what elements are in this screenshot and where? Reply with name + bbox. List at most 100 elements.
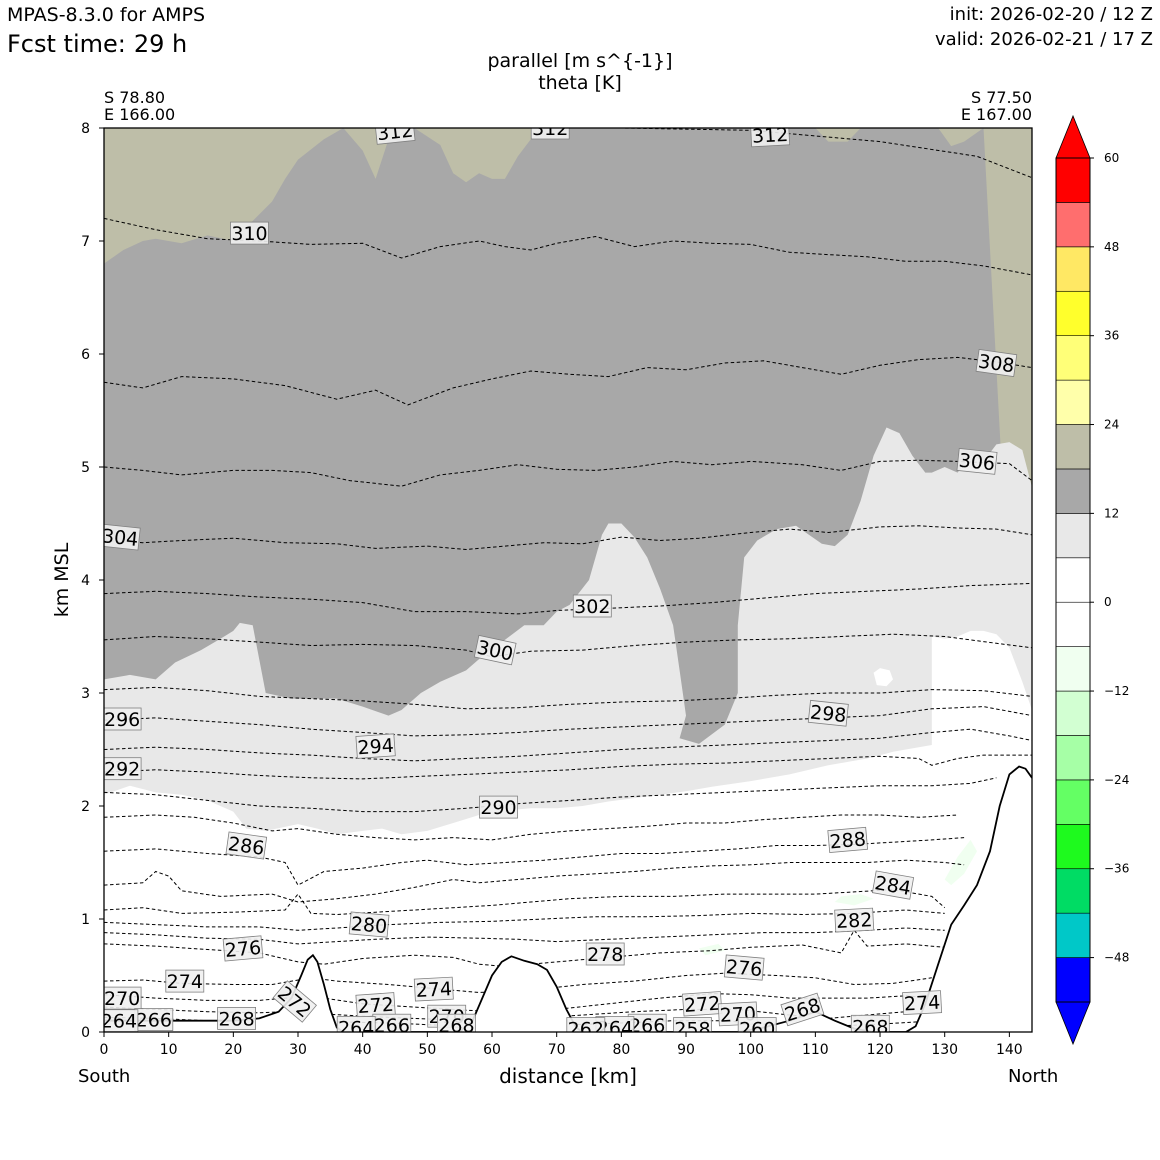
- init-time: init: 2026-02-20 / 12 Z: [949, 4, 1153, 25]
- colorbar-segment: [1055, 513, 1091, 559]
- theta-label-text: 274: [903, 992, 940, 1016]
- colorbar-tick-label: 60: [1104, 151, 1119, 165]
- colorbar-segment: [1055, 468, 1091, 514]
- theta-label-text: 264: [338, 1018, 374, 1040]
- theta-label-text: 312: [751, 124, 788, 148]
- south-label: South: [78, 1066, 131, 1087]
- theta-contour-292: [104, 754, 1032, 780]
- theta-label-text: 264: [597, 1018, 633, 1040]
- theta-label-box: [807, 699, 849, 727]
- colorbar-tick-label: 36: [1104, 329, 1119, 343]
- theta-label-text: 260: [739, 1019, 775, 1041]
- colorbar-segment: [1055, 290, 1091, 336]
- forecast-time-label: Fcst time:: [7, 30, 126, 58]
- theta-label-box: [682, 991, 723, 1017]
- theta-label-text: 264: [101, 1011, 137, 1033]
- theta-label-text: 302: [574, 596, 610, 618]
- theta-label-box: [956, 448, 998, 475]
- theta-label-text: 266: [629, 1015, 665, 1037]
- x-tick-label: 70: [548, 1042, 566, 1058]
- chart-title: parallel [m s^{-1}]: [487, 50, 673, 72]
- colorbar-extend-low: [1055, 1001, 1091, 1046]
- y-tick-label: 7: [81, 234, 90, 250]
- theta-label-text: 262: [568, 1019, 604, 1041]
- theta-label-294-11: 294: [355, 733, 396, 759]
- colorbar-segment: [1055, 157, 1091, 203]
- theta-label-text: 276: [224, 937, 262, 962]
- x-tick-label: 30: [289, 1042, 307, 1058]
- theta-contour-306: [104, 459, 1032, 487]
- theta-label-278-19: 278: [585, 942, 625, 966]
- theta-label-266-36: 266: [372, 1013, 412, 1037]
- theta-label-box: [413, 976, 454, 1002]
- theta-label-box: [530, 128, 570, 140]
- colorbar-tick-label: 0: [1104, 595, 1112, 609]
- theta-label-text: 280: [350, 913, 388, 938]
- x-tick-label: 50: [418, 1042, 436, 1058]
- colorbar: 60 48 36 24 12 0 −12 −24 −36 −48: [1055, 114, 1129, 1046]
- chart-subtitle: theta [K]: [538, 72, 622, 94]
- theta-label-274-22: 274: [165, 969, 205, 993]
- theta-label-312-0: 312: [374, 128, 416, 145]
- theta-label-text: 290: [480, 797, 516, 819]
- theta-label-292-12: 292: [104, 757, 142, 781]
- y-tick-label: 1: [81, 912, 90, 928]
- colorbar-frame: [1055, 157, 1091, 1003]
- theta-contour-304: [104, 525, 1032, 551]
- x-tick-label: 130: [931, 1042, 958, 1058]
- colorbar-segment: [1055, 557, 1091, 603]
- theta-label-268-32: 268: [436, 1013, 476, 1032]
- theta-label-text: 312: [532, 118, 568, 140]
- theta-label-text: 268: [852, 1016, 888, 1038]
- x-tick-label: 0: [100, 1042, 109, 1058]
- theta-label-box: [104, 757, 142, 781]
- fill-pale-green-1: [944, 839, 977, 886]
- theta-label-text: 278: [587, 944, 623, 966]
- theta-label-274-23: 274: [413, 976, 454, 1002]
- theta-label-box: [737, 1017, 777, 1032]
- theta-label-box: [355, 733, 396, 759]
- colorbar-tick-label: 24: [1104, 418, 1119, 432]
- x-tick-label: 40: [354, 1042, 372, 1058]
- theta-label-296-10: 296: [104, 707, 142, 731]
- y-tick-label: 2: [81, 799, 90, 815]
- theta-label-272-27: 272: [682, 991, 723, 1017]
- colorbar-segment: [1055, 779, 1091, 825]
- colorbar-segment: [1055, 957, 1091, 1003]
- theta-label-text: 294: [357, 735, 395, 759]
- theta-label-text: 258: [674, 1019, 710, 1041]
- theta-contour-312: [259, 128, 1032, 179]
- theta-label-280-18: 280: [348, 911, 390, 938]
- left-endpoint-lat: S 78.80: [104, 88, 166, 107]
- colorbar-segment: [1055, 246, 1091, 292]
- forecast-time-value: 29 h: [133, 30, 188, 58]
- colorbar-segment: [1055, 735, 1091, 781]
- colorbar-tick-label: −36: [1104, 862, 1129, 876]
- x-tick-label: 80: [612, 1042, 630, 1058]
- theta-label-264-38: 264: [101, 1009, 139, 1033]
- right-endpoint-lat: S 77.50: [970, 88, 1032, 107]
- theta-contour-284: [104, 859, 965, 903]
- theta-label-text: 266: [374, 1015, 410, 1037]
- terrain-line: [104, 765, 1032, 1032]
- theta-label-268-34: 268: [850, 1014, 890, 1038]
- x-tick-label: 20: [224, 1042, 242, 1058]
- colorbar-segment: [1055, 690, 1091, 736]
- theta-label-box: [104, 707, 142, 731]
- colorbar-segment: [1055, 424, 1091, 470]
- y-tick-label: 8: [81, 121, 90, 137]
- theta-label-box: [850, 1014, 890, 1032]
- theta-label-box: [374, 128, 416, 145]
- theta-label-286-15: 286: [225, 831, 268, 860]
- colorbar-tick-label: −12: [1104, 684, 1129, 698]
- theta-label-312-2: 312: [750, 124, 791, 148]
- colorbar-tick-label: −24: [1104, 773, 1129, 787]
- colorbar-tick-label: −48: [1104, 951, 1129, 965]
- theta-label-text: 310: [231, 223, 267, 245]
- theta-label-312-1: 312: [530, 118, 570, 140]
- x-tick-label: 60: [483, 1042, 501, 1058]
- theta-label-270-28: 270: [104, 986, 142, 1010]
- theta-label-text: 306: [958, 450, 996, 476]
- theta-label-box: [473, 634, 517, 666]
